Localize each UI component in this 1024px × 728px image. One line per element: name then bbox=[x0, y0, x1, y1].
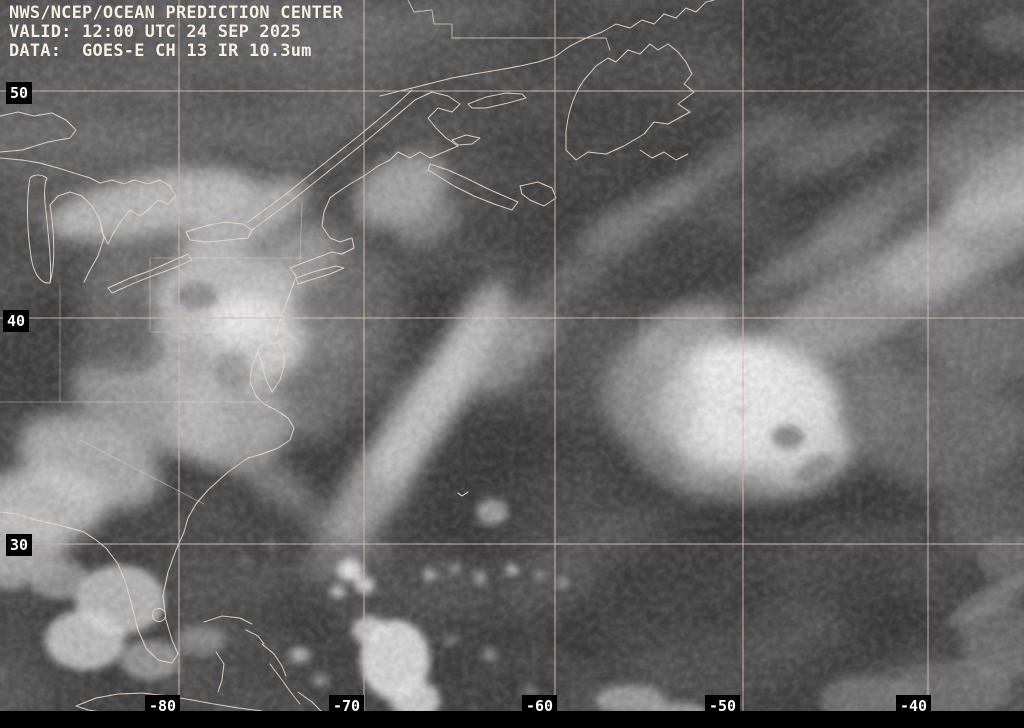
latitude-label-40: 40 bbox=[3, 310, 30, 332]
longitude-label-50w: -50 bbox=[705, 695, 741, 717]
latitude-label-50: 50 bbox=[6, 82, 33, 104]
longitude-label-70w: -70 bbox=[329, 695, 365, 717]
product-header: NWS/NCEP/OCEAN PREDICTION CENTER VALID: … bbox=[9, 4, 343, 61]
longitude-label-60w: -60 bbox=[522, 695, 558, 717]
product-title: NWS/NCEP/OCEAN PREDICTION CENTER bbox=[9, 3, 343, 23]
longitude-label-80w: -80 bbox=[145, 695, 181, 717]
bottom-bar bbox=[0, 711, 1024, 728]
data-source-line: DATA: GOES-E CH 13 IR 10.3um bbox=[9, 41, 312, 61]
valid-time-line: VALID: 12:00 UTC 24 SEP 2025 bbox=[9, 22, 302, 42]
latitude-label-30: 30 bbox=[6, 534, 33, 556]
longitude-label-40w: -40 bbox=[896, 695, 932, 717]
